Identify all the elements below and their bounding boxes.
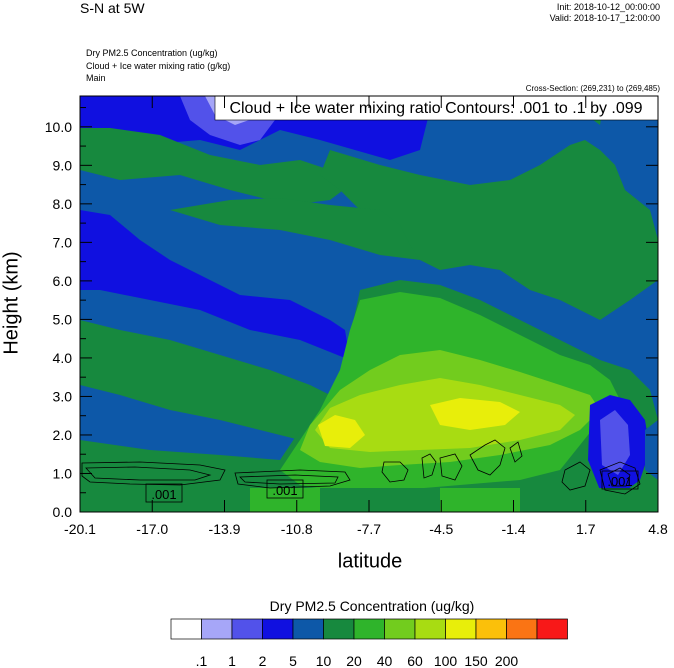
- contour-label-box: [266, 479, 304, 499]
- y-tick-label: 8.0: [53, 196, 73, 212]
- contour-label: .001: [272, 483, 297, 498]
- y-tick-label: 6.0: [53, 273, 73, 289]
- colorbar-level-label: 2: [259, 653, 267, 668]
- y-tick-label: 5.0: [53, 311, 73, 327]
- colorbar-swatch: [475, 618, 507, 640]
- x-axis: -20.1 -17.0 -13.9 -10.8 -7.7 -4.5 -1.4 1.7 4.8: [64, 96, 668, 537]
- x-tick-label: -20.1: [64, 521, 96, 537]
- x-tick-label: 4.8: [648, 521, 668, 537]
- y-axis: 0.0 1.0 2.0 3.0 4.0 5.0 6.0 7.0 8.0 9.0 10.0: [45, 107, 658, 520]
- colorbar-level-label: 1: [228, 653, 236, 668]
- colorbar-level-label: 40: [377, 653, 393, 668]
- x-tick-label: -1.4: [501, 521, 525, 537]
- colorbar-title: Dry PM2.5 Concentration (ug/kg): [269, 598, 475, 614]
- colorbar-swatch: [323, 618, 355, 640]
- colorbar-level-label: 5: [289, 653, 297, 668]
- colorbar-level-label: 20: [346, 653, 362, 668]
- colorbar-swatch: [353, 618, 385, 640]
- cross-section-label: Cross-Section: (269,231) to (269,485): [525, 84, 660, 93]
- colorbar-level-label: 10: [316, 653, 332, 668]
- colorbar-level-label: 100: [434, 653, 458, 668]
- y-tick-label: 3.0: [53, 388, 73, 404]
- colorbar-swatch: [536, 618, 568, 640]
- colorbar-level-label: 200: [495, 653, 519, 668]
- colorbar-swatch: [170, 618, 202, 640]
- y-tick-label: 0.0: [53, 504, 73, 520]
- contour-info-text: Cloud + Ice water mixing ratio Contours:…: [229, 100, 642, 117]
- y-tick-label: 2.0: [53, 427, 73, 443]
- y-tick-label: 4.0: [53, 350, 73, 366]
- colorbar-swatch: [414, 618, 446, 640]
- pm25-shaded-field: [80, 96, 658, 512]
- field-label-main: Main: [86, 73, 106, 83]
- field-label-pm25: Dry PM2.5 Concentration (ug/kg): [86, 48, 218, 58]
- colorbar-level-label: .1: [196, 653, 208, 668]
- x-tick-label: -17.0: [136, 521, 168, 537]
- y-tick-label: 9.0: [53, 157, 73, 173]
- field-label-cloud-ice: Cloud + Ice water mixing ratio (g/kg): [86, 61, 231, 71]
- valid-time-label: Valid: 2018-10-17_12:00:00: [549, 13, 660, 23]
- contour-labels: .001 .001 .001: [145, 470, 639, 503]
- contour-label-box: [145, 483, 183, 503]
- y-tick-label: 10.0: [45, 119, 72, 135]
- colorbar-level-label: 60: [407, 653, 423, 668]
- colorbar: .1 1 2 5 10 20 40 60 100 150 200: [170, 618, 568, 668]
- colorbar-swatch: [231, 618, 263, 640]
- colorbar-swatch: [201, 618, 233, 640]
- y-tick-label: 1.0: [53, 465, 73, 481]
- contour-label-box: [601, 470, 639, 490]
- colorbar-swatch: [506, 618, 538, 640]
- colorbar-swatch: [292, 618, 324, 640]
- colorbar-level-label: 150: [464, 653, 488, 668]
- x-axis-label: latitude: [337, 550, 403, 573]
- x-tick-label: -7.7: [357, 521, 381, 537]
- x-tick-label: 1.7: [576, 521, 596, 537]
- x-tick-label: -13.9: [209, 521, 241, 537]
- x-tick-label: -10.8: [281, 521, 313, 537]
- y-tick-label: 7.0: [53, 234, 73, 250]
- plot-title: S-N at 5W: [80, 0, 145, 16]
- colorbar-swatch: [445, 618, 477, 640]
- colorbar-swatch: [384, 618, 416, 640]
- x-tick-label: -4.5: [429, 521, 453, 537]
- colorbar-swatch: [262, 618, 294, 640]
- contour-label: .001: [151, 487, 176, 502]
- init-time-label: Init: 2018-10-12_00:00:00: [556, 2, 660, 12]
- cloud-ice-contours: [81, 439, 641, 495]
- contour-label: .001: [607, 474, 632, 489]
